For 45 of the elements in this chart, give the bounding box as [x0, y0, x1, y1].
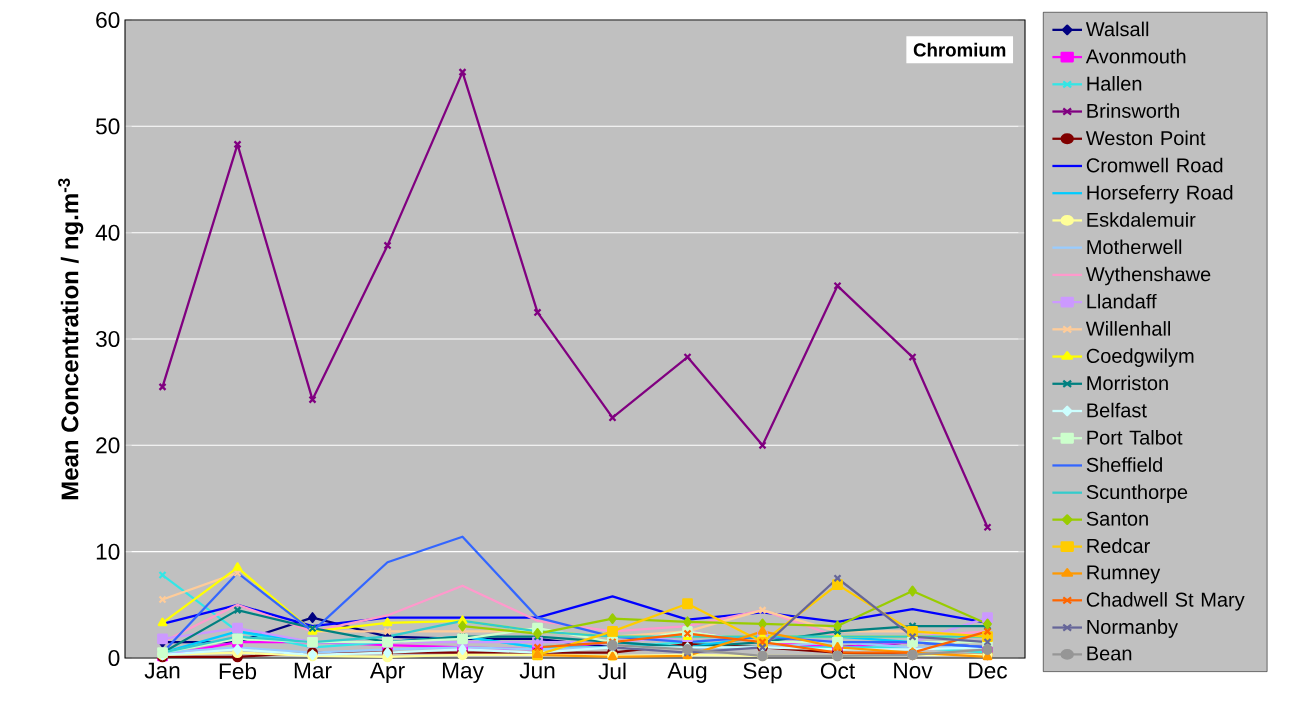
x-tick-label: Jun: [519, 662, 555, 679]
text: Chromium: [913, 42, 1006, 57]
y-tick-label: 50: [95, 118, 120, 135]
legend-label: Normanby: [1087, 619, 1178, 638]
legend-label: Wythenshawe: [1085, 266, 1211, 286]
y-tick-label: 30: [95, 330, 120, 348]
legend-label: Scunthorpe: [1086, 484, 1188, 504]
y-tick-label: 40: [95, 224, 120, 241]
x-tick-label: Nov: [894, 662, 933, 679]
x-tick-label: Oct: [820, 662, 855, 679]
legend-label: Avonmouth: [1085, 48, 1186, 64]
x-tick-label: Dec: [969, 662, 1008, 679]
y-tick-label: 0: [108, 649, 120, 667]
legend-label: Redcar: [1087, 538, 1150, 554]
y-tick-label: 10: [96, 543, 120, 560]
legend-label: Morriston: [1087, 375, 1168, 391]
x-tick-label: Sep: [743, 662, 782, 684]
x-tick-label: Mar: [294, 662, 332, 679]
legend-label: Port Talbot: [1087, 429, 1183, 445]
x-tick-label: Jul: [598, 662, 626, 680]
x-tick-label: Jan: [144, 662, 180, 679]
legend-label: Rumney: [1087, 565, 1161, 584]
legend-label: Willenhall: [1085, 321, 1171, 336]
legend-label: Brinsworth: [1087, 103, 1179, 118]
legend-label: Belfast: [1087, 402, 1147, 418]
legend-label: Eskdalemuir: [1087, 212, 1196, 227]
x-tick-label: May: [442, 662, 484, 683]
legend-label: Cromwell Road: [1086, 157, 1223, 173]
legend-label: Weston Point: [1085, 130, 1206, 146]
x-tick-label: Aug: [667, 662, 707, 683]
legend-label: Horseferry Road: [1087, 184, 1233, 204]
legend-label: Motherwell: [1087, 239, 1182, 255]
legend-label: Coedgwilym: [1086, 348, 1194, 367]
legend-label: Hallen: [1087, 76, 1142, 91]
y-axis-title: Mean Concentration / ng.m$^{-3}$: [58, 178, 84, 500]
legend-label: Bean: [1087, 646, 1132, 661]
legend-label: Sheffield: [1086, 457, 1162, 472]
x-tick-label: Feb: [219, 662, 257, 680]
legend-label: Chadwell St Mary: [1086, 592, 1245, 611]
x-tick-label: Apr: [369, 662, 405, 683]
y-tick-label: 60: [96, 11, 120, 29]
legend-label: Santon: [1086, 511, 1148, 526]
legend-label: Walsall: [1085, 21, 1149, 37]
y-tick-label: 20: [96, 437, 120, 454]
legend-label: Llandaff: [1087, 293, 1157, 309]
